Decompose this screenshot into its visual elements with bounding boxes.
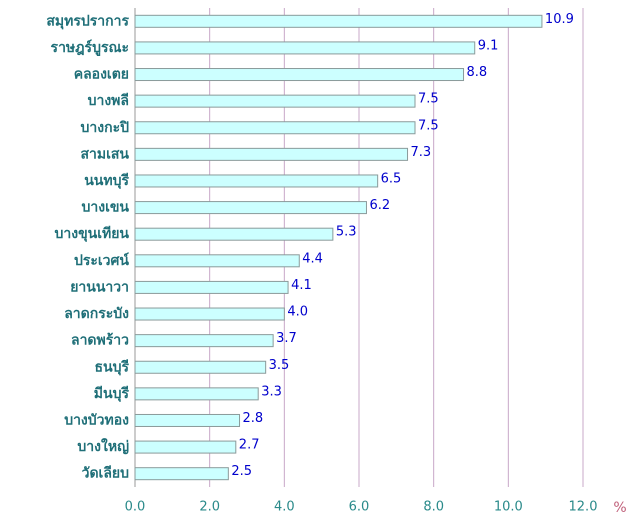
- x-tick-label: 12.0: [569, 500, 598, 515]
- bar: [134, 227, 334, 241]
- value-label: 7.5: [418, 118, 439, 133]
- value-label: 10.9: [545, 12, 574, 27]
- x-tick-label: 0.0: [125, 500, 146, 515]
- value-label: 3.7: [276, 331, 297, 346]
- bar: [134, 334, 274, 348]
- y-tick-label: นนทบุรี: [84, 173, 129, 189]
- value-label: 7.5: [418, 92, 439, 107]
- bar: [134, 280, 289, 294]
- y-tick-label: ประเวศน์: [74, 252, 129, 269]
- bar: [134, 360, 267, 374]
- y-tick-label: ยานนาวา: [70, 279, 129, 295]
- bar: [134, 14, 543, 28]
- x-tick-label: 10.0: [494, 500, 523, 515]
- value-label: 6.5: [381, 171, 402, 186]
- bar: [134, 121, 416, 135]
- value-label: 2.8: [243, 411, 264, 426]
- value-label: 6.2: [369, 198, 390, 213]
- y-tick-label: บางใหญ่: [77, 437, 129, 455]
- y-tick-label: สามเสน: [80, 146, 129, 162]
- y-tick-label: บางบัวทอง: [64, 412, 129, 428]
- y-tick-label: ราษฎร์บูรณะ: [51, 39, 129, 56]
- bar: [134, 68, 465, 82]
- bar: [134, 201, 367, 215]
- value-label: 4.4: [302, 251, 323, 266]
- value-label: 3.3: [261, 384, 282, 399]
- bar: [134, 41, 476, 55]
- bar: [134, 174, 379, 188]
- value-label: 4.1: [291, 278, 312, 293]
- bar: [134, 307, 285, 321]
- value-label: 2.7: [239, 438, 260, 453]
- y-tick-label: คลองเตย: [74, 67, 129, 83]
- y-tick-label: บางพลี: [88, 93, 129, 109]
- bar: [134, 254, 300, 268]
- bar: [134, 387, 259, 401]
- y-tick-label: ธนบุรี: [94, 359, 129, 375]
- value-label: 8.8: [467, 65, 488, 80]
- bar: [134, 440, 237, 454]
- x-tick-label: 6.0: [349, 500, 370, 515]
- y-tick-label: สมุทรปราการ: [46, 13, 129, 29]
- value-label: 4.0: [287, 305, 308, 320]
- y-tick-label: ลาดกระบัง: [64, 306, 129, 322]
- y-tick-label: บางเขน: [81, 200, 129, 216]
- bar: [134, 147, 409, 161]
- x-tick-label: 4.0: [274, 500, 295, 515]
- x-tick-label: 8.0: [423, 500, 444, 515]
- value-label: 2.5: [231, 464, 252, 479]
- y-tick-label: มีนบุรี: [94, 386, 130, 402]
- y-tick-label: บางกะปิ: [81, 120, 130, 136]
- bar: [134, 413, 241, 427]
- y-tick-label: บางขุนเทียน: [54, 226, 129, 242]
- bar: [134, 467, 229, 481]
- x-axis-unit: %: [613, 500, 626, 516]
- x-tick-label: 2.0: [199, 500, 220, 515]
- value-label: 5.3: [336, 225, 357, 240]
- y-tick-label: วัดเลียบ: [82, 466, 130, 482]
- bar: [134, 94, 416, 108]
- value-label: 9.1: [478, 38, 499, 53]
- value-label: 7.3: [411, 145, 432, 160]
- value-label: 3.5: [269, 358, 290, 373]
- y-tick-label: ลาดพร้าว: [71, 333, 129, 349]
